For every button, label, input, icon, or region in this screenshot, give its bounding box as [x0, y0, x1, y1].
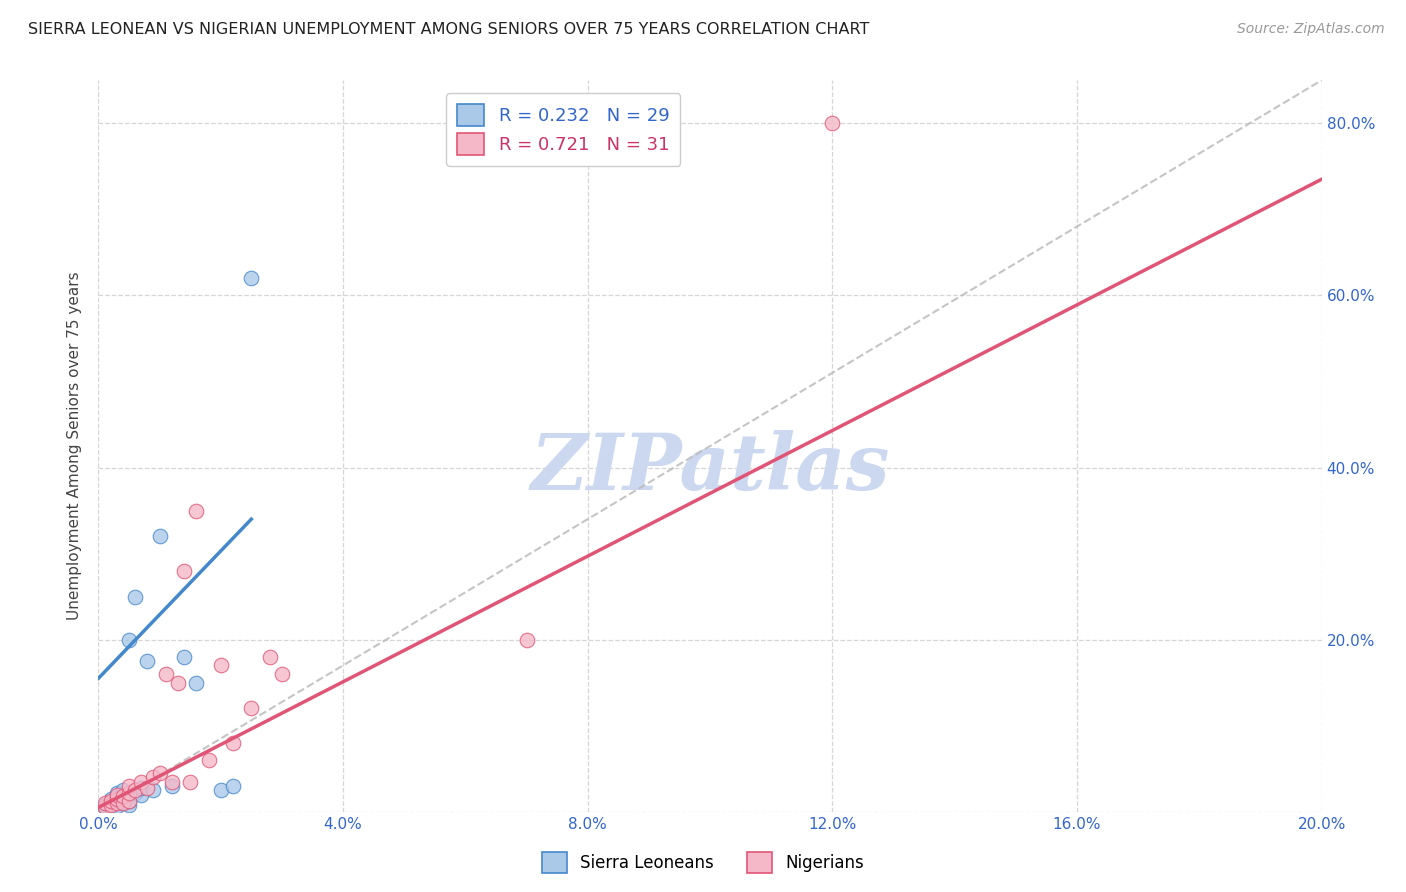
Point	[124, 783, 146, 797]
Point	[155, 667, 177, 681]
Point	[821, 116, 844, 130]
Point	[270, 667, 292, 681]
Point	[105, 789, 128, 804]
Point	[259, 649, 281, 664]
Point	[100, 797, 122, 812]
Point	[111, 796, 134, 810]
Point	[179, 774, 201, 789]
Point	[124, 786, 146, 800]
Point	[129, 774, 152, 789]
Point	[222, 736, 245, 750]
Point	[105, 788, 128, 802]
Point	[105, 798, 128, 813]
Point	[222, 779, 245, 793]
Point	[105, 786, 128, 800]
Point	[93, 800, 115, 814]
Text: SIERRA LEONEAN VS NIGERIAN UNEMPLOYMENT AMONG SENIORS OVER 75 YEARS CORRELATION : SIERRA LEONEAN VS NIGERIAN UNEMPLOYMENT …	[28, 22, 869, 37]
Point	[160, 779, 183, 793]
Point	[186, 503, 208, 517]
Point	[111, 789, 134, 804]
Point	[93, 797, 115, 812]
Point	[136, 654, 159, 668]
Point	[160, 774, 183, 789]
Point	[105, 794, 128, 808]
Legend: Sierra Leoneans, Nigerians: Sierra Leoneans, Nigerians	[536, 846, 870, 880]
Point	[100, 794, 122, 808]
Point	[186, 675, 208, 690]
Point	[111, 796, 134, 810]
Point	[100, 792, 122, 806]
Point	[111, 792, 134, 806]
Point	[93, 800, 115, 814]
Text: Source: ZipAtlas.com: Source: ZipAtlas.com	[1237, 22, 1385, 37]
Point	[142, 770, 165, 784]
Y-axis label: Unemployment Among Seniors over 75 years: Unemployment Among Seniors over 75 years	[67, 272, 83, 620]
Text: ZIPatlas: ZIPatlas	[530, 430, 890, 506]
Point	[167, 675, 190, 690]
Point	[173, 649, 195, 664]
Point	[240, 271, 263, 285]
Point	[129, 788, 152, 802]
Point	[209, 783, 232, 797]
Point	[105, 792, 128, 806]
Point	[173, 564, 195, 578]
Point	[240, 701, 263, 715]
Point	[93, 796, 115, 810]
Point	[118, 779, 141, 793]
Point	[149, 529, 172, 543]
Point	[105, 796, 128, 810]
Point	[118, 786, 141, 800]
Point	[124, 590, 146, 604]
Point	[111, 788, 134, 802]
Point	[129, 780, 152, 795]
Point	[118, 632, 141, 647]
Point	[118, 794, 141, 808]
Point	[516, 632, 538, 647]
Point	[142, 783, 165, 797]
Legend: R = 0.232   N = 29, R = 0.721   N = 31: R = 0.232 N = 29, R = 0.721 N = 31	[446, 93, 681, 166]
Point	[197, 753, 219, 767]
Point	[209, 658, 232, 673]
Point	[100, 799, 122, 814]
Point	[118, 797, 141, 812]
Point	[136, 780, 159, 795]
Point	[100, 796, 122, 810]
Point	[149, 766, 172, 780]
Point	[118, 794, 141, 808]
Point	[111, 783, 134, 797]
